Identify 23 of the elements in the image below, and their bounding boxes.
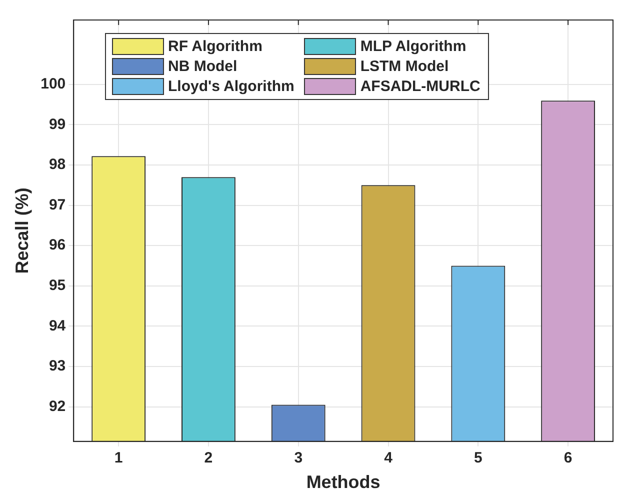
y-tick-label: 92	[48, 398, 66, 415]
legend-label: RF Algorithm	[168, 38, 262, 55]
y-axis-title: Recall (%)	[12, 188, 32, 274]
legend-label: Lloyd's Algorithm	[168, 78, 294, 95]
y-tick-label: 99	[48, 116, 66, 133]
legend-label: LSTM Model	[360, 58, 449, 75]
x-axis-title: Methods	[306, 472, 380, 492]
x-tick-label: 2	[204, 450, 213, 467]
legend-label: NB Model	[168, 58, 238, 75]
legend-label: AFSADL-MURLC	[360, 78, 480, 95]
y-tick-label: 98	[48, 156, 66, 174]
y-tick-label: 93	[48, 358, 66, 375]
x-tick-label: 1	[114, 450, 123, 467]
x-tick-label: 6	[564, 450, 572, 467]
y-tick-label: 97	[48, 196, 66, 214]
y-tick-label: 100	[40, 76, 66, 93]
y-tick-label: 95	[48, 277, 66, 294]
y-tick-label: 96	[48, 236, 66, 254]
legend-label: MLP Algorithm	[360, 38, 466, 55]
y-tick-label: 94	[48, 317, 66, 334]
x-tick-label: 4	[384, 450, 394, 467]
x-tick-label: 5	[474, 450, 482, 467]
x-tick-label: 3	[294, 450, 303, 467]
